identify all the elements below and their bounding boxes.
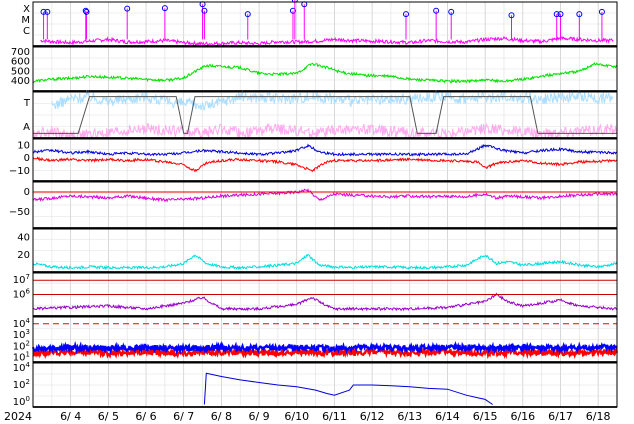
x-tick-label: 6/ 9 bbox=[248, 410, 269, 423]
series-line-flare-class-0 bbox=[40, 35, 614, 47]
y-tick-label: 106 bbox=[13, 288, 31, 301]
y-tick-label: 101 bbox=[13, 351, 30, 364]
y-tick-label: 20 bbox=[17, 250, 30, 261]
x-tick-label: 6/18 bbox=[586, 410, 611, 423]
flare-marker bbox=[44, 8, 51, 15]
y-tick-label: C bbox=[23, 26, 30, 37]
series-line-electron-flux-0 bbox=[32, 292, 618, 312]
series-line-imf-sector-1 bbox=[32, 122, 618, 140]
flare-marker bbox=[201, 7, 208, 14]
flare-marker bbox=[289, 7, 296, 14]
panel-aa-index: 40 20 bbox=[17, 228, 618, 273]
x-tick-label: 6/15 bbox=[473, 410, 498, 423]
series-line-solar-wind-speed-0 bbox=[32, 62, 618, 84]
series-line-proton-event-0 bbox=[203, 372, 493, 405]
x-tick-label: 6/14 bbox=[435, 410, 460, 423]
y-tick-label: −10 bbox=[9, 166, 30, 177]
panel-imf-sector: TA bbox=[23, 90, 618, 140]
series-line-proton-flux-1 bbox=[31, 340, 618, 355]
x-tick-label: 6/ 8 bbox=[211, 410, 232, 423]
y-tick-label: 102 bbox=[13, 339, 30, 352]
panel-flare-class: XMC bbox=[21, 0, 618, 47]
x-tick-label: 6/ 6 bbox=[135, 410, 156, 423]
flare-marker bbox=[161, 5, 168, 12]
y-tick-label: X bbox=[23, 4, 30, 15]
flare-marker bbox=[576, 11, 583, 18]
flare-marker bbox=[244, 11, 251, 18]
series-line-proton-flux-0 bbox=[32, 345, 619, 360]
panel-proton-event: 104 102 100 bbox=[13, 361, 618, 408]
series-line-imf-components-0 bbox=[32, 143, 618, 157]
y-tick-label: 0 bbox=[24, 153, 30, 164]
x-axis: 2024 6/ 4 6/ 5 6/ 6 6/ 7 6/ 8 6/ 9 6/10 6/11 6/12… bbox=[4, 410, 611, 423]
panel-dst-index: 0 −50 bbox=[9, 181, 618, 229]
y-tick-label: 104 bbox=[13, 317, 31, 330]
flare-marker bbox=[40, 8, 47, 15]
y-tick-label: 100 bbox=[13, 395, 30, 408]
flare-marker bbox=[124, 5, 131, 12]
flare-marker bbox=[82, 7, 89, 14]
x-tick-label: 6/16 bbox=[510, 410, 535, 423]
flare-marker bbox=[508, 12, 515, 19]
y-tick-label: 40 bbox=[17, 233, 30, 244]
x-tick-label: 6/10 bbox=[284, 410, 309, 423]
x-tick-label: 6/ 5 bbox=[98, 410, 119, 423]
y-tick-label: T bbox=[23, 98, 31, 109]
y-tick-label: M bbox=[21, 15, 30, 26]
series-line-imf-sector-2 bbox=[33, 96, 617, 134]
y-tick-label: 400 bbox=[11, 76, 30, 87]
y-tick-label: 0 bbox=[24, 187, 30, 198]
flare-marker bbox=[403, 11, 410, 18]
x-tick-label: 6/ 4 bbox=[60, 410, 81, 423]
flare-marker bbox=[557, 11, 564, 18]
x-tick-label: 6/13 bbox=[397, 410, 422, 423]
y-tick-label: 700 bbox=[11, 47, 30, 58]
flare-marker bbox=[448, 8, 455, 15]
y-tick-label: 107 bbox=[13, 273, 30, 286]
flare-marker bbox=[83, 8, 90, 15]
series-line-imf-sector-0 bbox=[51, 90, 614, 111]
x-tick-label: 6/ 7 bbox=[173, 410, 194, 423]
y-tick-label: 10 bbox=[17, 140, 30, 151]
y-tick-label: −50 bbox=[9, 207, 30, 218]
series-line-imf-components-1 bbox=[32, 156, 618, 173]
x-tick-label: 6/17 bbox=[548, 410, 573, 423]
series-line-aa-index-0 bbox=[32, 253, 618, 271]
panel-imf-components: 10 0 −10 bbox=[9, 138, 618, 182]
x-axis-year-label: 2024 bbox=[4, 410, 32, 423]
series-line-dst-index-0 bbox=[32, 188, 618, 203]
flare-marker bbox=[553, 11, 560, 18]
flare-marker bbox=[433, 7, 440, 14]
y-tick-label: 104 bbox=[13, 361, 31, 374]
y-tick-label: 102 bbox=[13, 378, 30, 391]
x-tick-label: 6/12 bbox=[360, 410, 385, 423]
x-tick-label: 6/11 bbox=[322, 410, 347, 423]
y-tick-label: 600 bbox=[11, 57, 30, 68]
y-tick-label: 103 bbox=[13, 328, 30, 341]
flare-marker bbox=[598, 8, 605, 15]
y-tick-label: 500 bbox=[11, 66, 30, 77]
y-tick-label: A bbox=[23, 122, 30, 133]
